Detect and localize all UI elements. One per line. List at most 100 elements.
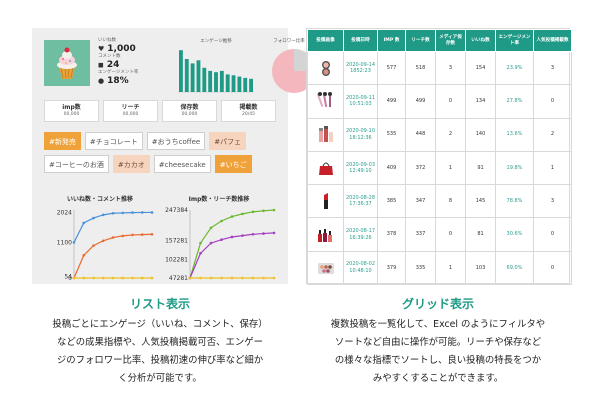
heart-icon: ♥ xyxy=(98,45,105,53)
post-image-cell[interactable] xyxy=(307,250,344,286)
popular-cell: 3 xyxy=(533,184,572,219)
histogram-bar xyxy=(190,63,195,92)
saves-cell: 8 xyxy=(435,184,466,219)
series-point xyxy=(199,251,202,255)
hashtag-chip[interactable]: #おうちcoffee xyxy=(146,132,206,150)
popular-cell: 2 xyxy=(533,117,572,152)
hashtag-chip[interactable]: #チョコレート xyxy=(84,132,143,150)
y-tick-label: 0 xyxy=(68,275,72,282)
column-header[interactable]: いいね数 xyxy=(465,29,496,52)
metric-popular: 掲載数 20/45 xyxy=(221,100,276,122)
hashtag-chip[interactable]: #コーヒーのお酒 xyxy=(44,155,109,173)
series-point xyxy=(241,234,244,237)
series-point xyxy=(131,211,134,214)
post-date-cell: 2020-09-14 1852:23 xyxy=(343,50,378,86)
likes-label: いいね数 xyxy=(98,38,116,43)
grid-view-description: 複数投稿を一覧化して、Excel のようにフィルタや ソートなど自由に操作が可能… xyxy=(330,319,546,384)
series-line-0 xyxy=(189,209,275,279)
pie-title: フォロワー比率 xyxy=(273,39,305,44)
post-image-cell[interactable] xyxy=(307,50,344,86)
saves-cell: 1 xyxy=(435,150,466,186)
compact-icon xyxy=(315,58,336,79)
series-point xyxy=(92,216,95,220)
reach-cell: 448 xyxy=(405,117,436,152)
engagement-histogram xyxy=(178,50,254,93)
post-date-cell: 2020-08-17 16:39:26 xyxy=(343,217,378,252)
popular-cell: 1 xyxy=(533,150,572,186)
reach-cell: 499 xyxy=(405,84,436,119)
column-header[interactable]: リーチ数 xyxy=(405,29,436,52)
hashtag-chip[interactable]: #パフェ xyxy=(209,132,247,150)
series-point xyxy=(241,212,244,216)
series-point xyxy=(262,232,265,235)
likes-comments-line-chart: 2024 1100 540 xyxy=(57,209,154,282)
likes-cell: 81 xyxy=(465,217,496,252)
series-point xyxy=(209,276,213,280)
hashtag-chip[interactable]: #cheesecake xyxy=(153,155,211,173)
column-header[interactable]: メディア保存数 xyxy=(435,29,466,52)
y-tick-label: 54 xyxy=(64,273,72,280)
saves-cell: 1 xyxy=(435,250,466,286)
post-thumbnail[interactable] xyxy=(44,40,90,86)
series-line-1 xyxy=(73,233,153,279)
series-point xyxy=(101,239,105,243)
series-point xyxy=(230,235,234,239)
post-image-cell[interactable] xyxy=(307,217,344,252)
hashtag-chip[interactable]: #カカオ xyxy=(112,155,150,173)
metric-boxes: imp数 00,000 リーチ 00,000 保存数 00,000 掲載数 20/45 xyxy=(44,100,276,122)
post-image-cell[interactable] xyxy=(307,184,344,219)
histogram-bar xyxy=(196,60,201,92)
engagement-value: 18% xyxy=(107,76,129,86)
nail-icon xyxy=(315,224,336,245)
metric-saves: 保存数 00,000 xyxy=(162,100,217,122)
series-point xyxy=(121,211,125,215)
hashtag-chip[interactable]: #いちご xyxy=(214,155,252,173)
column-header[interactable]: IMP 数 xyxy=(377,29,406,52)
engagement-cell: 23.9% xyxy=(495,50,534,86)
column-header[interactable]: 投稿日時 xyxy=(343,29,378,52)
series-point xyxy=(272,231,276,235)
imp-reach-line-chart: 247384 157281 102281 47281 xyxy=(165,207,276,282)
table-row[interactable]: 2020-08-17 16:39:26 378 337 0 81 30.6% 0 xyxy=(307,217,572,252)
y-tick-label: 47281 xyxy=(169,275,188,282)
hashtag-chip[interactable]: #新発売 xyxy=(44,132,81,150)
table-row[interactable]: 2020-08-02 10:48:10 379 335 1 103 69.0% 0 xyxy=(307,250,572,286)
series-point xyxy=(121,234,125,238)
series-point xyxy=(150,276,154,280)
cupcake-icon xyxy=(44,40,90,86)
table-row[interactable]: 2020-09-10 18:12:36 535 448 2 140 13.6% 2 xyxy=(307,117,572,152)
series-point xyxy=(92,276,95,280)
column-header[interactable]: 人気投稿掲載数 xyxy=(533,29,572,52)
saves-cell: 3 xyxy=(435,50,466,86)
post-stats: いいね数 ♥ 1,000 コメント数 ◼ 24 エンゲージメント率 ● 18% xyxy=(98,38,176,86)
series-point xyxy=(111,211,115,215)
histogram-bar xyxy=(179,50,183,92)
series-point xyxy=(220,219,223,223)
imp-cell: 535 xyxy=(377,117,406,152)
engagement-cell: 13.6% xyxy=(495,117,534,152)
table-row[interactable]: 2020-09-03 12:49:10 409 372 1 91 19.8% 1 xyxy=(307,150,572,186)
histogram-bar xyxy=(219,70,224,92)
popular-cell: 0 xyxy=(533,250,572,286)
person-icon: ● xyxy=(98,77,105,85)
post-image-cell[interactable] xyxy=(307,117,344,152)
engagement-cell: 30.6% xyxy=(495,217,534,252)
histogram-bar xyxy=(237,76,242,92)
popular-cell: 0 xyxy=(533,217,572,252)
saves-cell: 0 xyxy=(435,84,466,119)
list-view-title: リスト表示 xyxy=(129,297,190,311)
histogram-bar xyxy=(225,74,230,92)
series-point xyxy=(111,236,115,239)
table-row[interactable]: 2020-09-14 1852:23 577 518 3 154 23.9% 3 xyxy=(307,50,572,86)
post-image-cell[interactable] xyxy=(307,150,344,186)
table-row[interactable]: 2020-08-28 17:36:37 385 347 8 145 78.8% 3 xyxy=(307,184,572,219)
post-image-cell[interactable] xyxy=(307,84,344,119)
comments-label: コメント数 xyxy=(98,54,121,59)
column-header[interactable]: 投稿画像 xyxy=(307,29,344,52)
table-row[interactable]: 2020-09-11 10:51:03 499 499 0 134 27.8% 0 xyxy=(307,84,572,119)
engagement-cell: 78.8% xyxy=(495,184,534,219)
series-point xyxy=(199,276,202,280)
column-header[interactable]: エンゲージメント率 xyxy=(495,29,534,52)
series-point xyxy=(272,276,276,280)
series-point xyxy=(272,208,276,212)
